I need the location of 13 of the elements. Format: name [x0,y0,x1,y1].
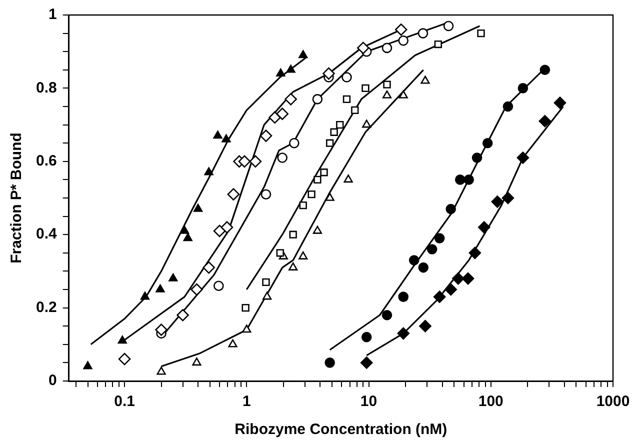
x-tick-label: 0.1 [114,393,135,410]
y-tick-label: 0.4 [36,226,58,243]
x-tick-label: 1 [242,393,251,410]
x-tick-label: 1000 [596,393,630,410]
y-tick-label: 0 [48,372,57,390]
y-tick-label: 0.2 [36,298,57,316]
x-axis-title: Ribozyme Concentration (nM) [234,421,448,438]
x-tick-label: 100 [478,393,504,410]
y-tick-label: 1 [48,6,57,24]
y-tick-label: 0.6 [36,152,57,170]
y-axis-title: Fraction P* Bound [8,132,26,264]
x-tick-label: 10 [360,393,378,410]
y-tick-label: 0.8 [36,79,57,96]
